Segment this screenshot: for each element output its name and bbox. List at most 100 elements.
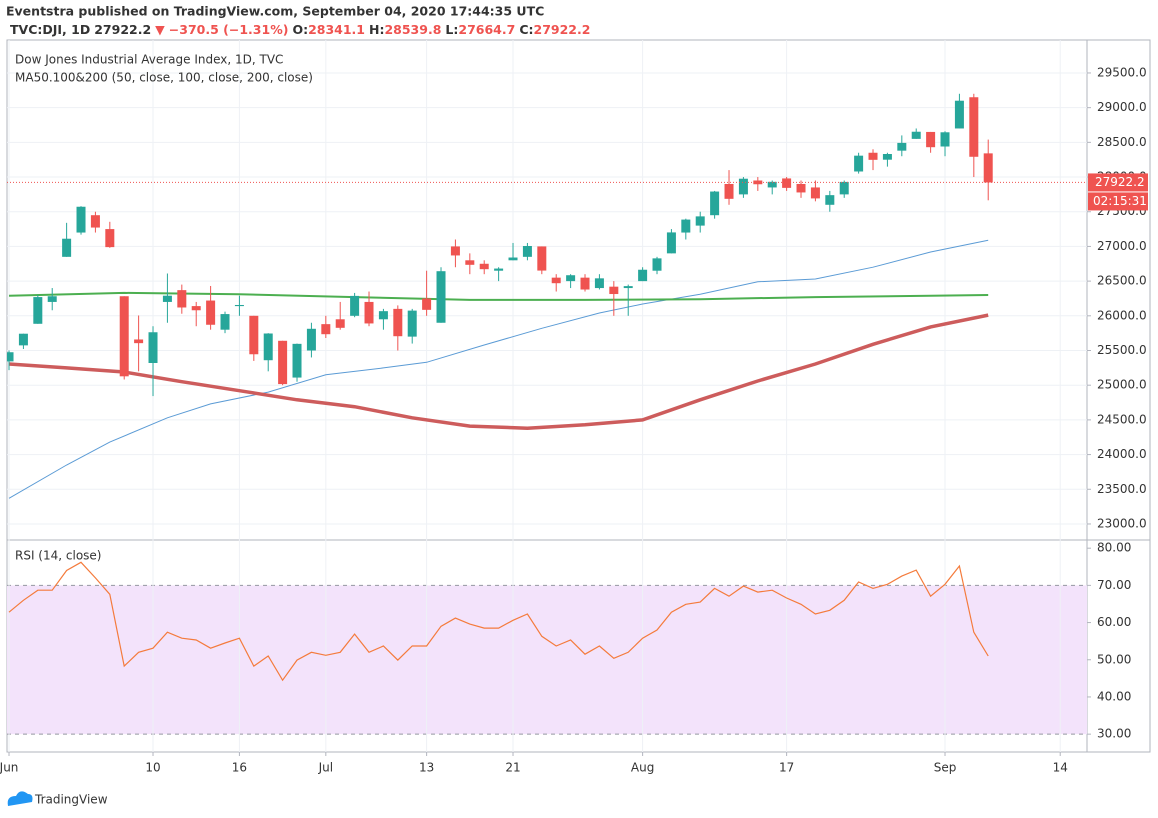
change: −370.5 (−1.31%) xyxy=(169,22,289,37)
candle-body xyxy=(90,215,100,228)
x-tick-label: Jul xyxy=(318,761,333,775)
y-tick-label: 26500.0 xyxy=(1097,274,1147,288)
candle-body xyxy=(738,178,748,195)
pane-title: Dow Jones Industrial Average Index, 1D, … xyxy=(15,53,283,67)
candle-body xyxy=(18,333,28,346)
x-tick-label: 14 xyxy=(1053,761,1068,775)
candle-body xyxy=(940,132,950,147)
candle-body xyxy=(148,332,158,363)
candle-body xyxy=(220,314,230,330)
candle-body xyxy=(681,219,691,233)
y-tick-label: 25500.0 xyxy=(1097,343,1147,357)
y-tick-label: 27000.0 xyxy=(1097,239,1147,253)
rsi-title: RSI (14, close) xyxy=(15,549,101,563)
x-tick-label: 16 xyxy=(232,761,247,775)
candle-body xyxy=(162,295,172,302)
y-tick-label: 70.00 xyxy=(1097,578,1131,592)
y-tick-label: 80.00 xyxy=(1097,541,1131,555)
y-tick-label: 40.00 xyxy=(1097,689,1131,703)
symbol: TVC:DJI, 1D xyxy=(10,22,90,37)
y-tick-label: 50.00 xyxy=(1097,652,1131,666)
candle-body xyxy=(652,258,662,271)
rsi-background xyxy=(7,584,1087,735)
countdown: 02:15:31 xyxy=(1093,194,1147,208)
y-tick-label: 30.00 xyxy=(1097,727,1131,741)
candle-body xyxy=(609,286,619,295)
candle-body xyxy=(537,246,547,271)
logo xyxy=(7,791,33,806)
candle-body xyxy=(465,260,475,265)
y-tick-label: 60.00 xyxy=(1097,615,1131,629)
frame xyxy=(6,39,1151,753)
rsi-band xyxy=(7,585,1087,735)
candle-body xyxy=(882,154,892,160)
candle-body xyxy=(436,271,446,323)
x-tick-label: 13 xyxy=(419,761,434,775)
candle-body xyxy=(278,340,288,385)
y-tick-label: 29000.0 xyxy=(1097,100,1147,114)
candle-body xyxy=(796,183,806,193)
candle-body xyxy=(825,195,835,205)
candle-body xyxy=(522,246,532,257)
y-tick-label: 24500.0 xyxy=(1097,412,1147,426)
candle-body xyxy=(119,296,129,377)
quote-value: 27664.7 xyxy=(458,22,515,37)
candle-body xyxy=(969,97,979,157)
candle-body xyxy=(263,333,273,361)
candle-body xyxy=(350,295,360,316)
y-tick-label: 26000.0 xyxy=(1097,308,1147,322)
moving-average xyxy=(8,239,989,499)
candle-body xyxy=(407,310,417,337)
x-tick-label: Sep xyxy=(934,761,957,775)
x-tick-label: Jun xyxy=(0,761,18,775)
quote-value: 27922.2 xyxy=(534,22,591,37)
last-price: 27922.2 xyxy=(94,22,151,37)
rsi-pane xyxy=(8,561,989,682)
quote-value: 28539.8 xyxy=(384,22,441,37)
candle-body xyxy=(191,306,201,311)
candle-body xyxy=(594,278,604,289)
candle-body xyxy=(868,152,878,160)
candle-body xyxy=(580,277,590,290)
candle-body xyxy=(393,308,403,337)
candle-body xyxy=(7,352,14,362)
last-price-label: 27922.2 xyxy=(1095,175,1145,189)
candle-body xyxy=(666,232,676,254)
candle-body xyxy=(810,187,820,199)
brand: TradingView xyxy=(34,793,108,807)
quote-label: L: xyxy=(445,22,458,37)
candle-body xyxy=(378,311,388,320)
candle-body xyxy=(62,238,72,257)
candle-body xyxy=(450,246,460,256)
y-tick-label: 24000.0 xyxy=(1097,447,1147,461)
moving-average xyxy=(8,313,989,430)
quote-label: C: xyxy=(519,22,533,37)
quote-label: O: xyxy=(292,22,308,37)
quote-label: H: xyxy=(369,22,384,37)
candle-body xyxy=(954,100,964,129)
candle-body xyxy=(551,277,561,284)
x-tick-label: 21 xyxy=(505,761,520,775)
candle-body xyxy=(479,263,489,270)
candle-body xyxy=(321,324,331,335)
candle-body xyxy=(249,315,259,355)
candle-body xyxy=(177,290,187,308)
candle-body xyxy=(710,191,720,216)
last-price-box xyxy=(1088,173,1148,192)
candle-body xyxy=(335,319,345,328)
candle-body xyxy=(364,301,374,324)
candle-body xyxy=(926,131,936,148)
candle-body xyxy=(897,142,907,151)
logo-icon xyxy=(7,791,33,806)
candle-body xyxy=(911,131,921,139)
x-tick-label: 10 xyxy=(145,761,160,775)
candle-body xyxy=(206,300,216,325)
y-tick-label: 25000.0 xyxy=(1097,378,1147,392)
candle-body xyxy=(767,181,777,188)
candle-body xyxy=(695,216,705,226)
publisher: Eventstra published on TradingView.com, … xyxy=(6,4,544,19)
candle-body xyxy=(292,343,302,378)
grid xyxy=(7,40,1087,752)
candle-body xyxy=(234,304,244,307)
x-tick-label: 17 xyxy=(779,761,794,775)
